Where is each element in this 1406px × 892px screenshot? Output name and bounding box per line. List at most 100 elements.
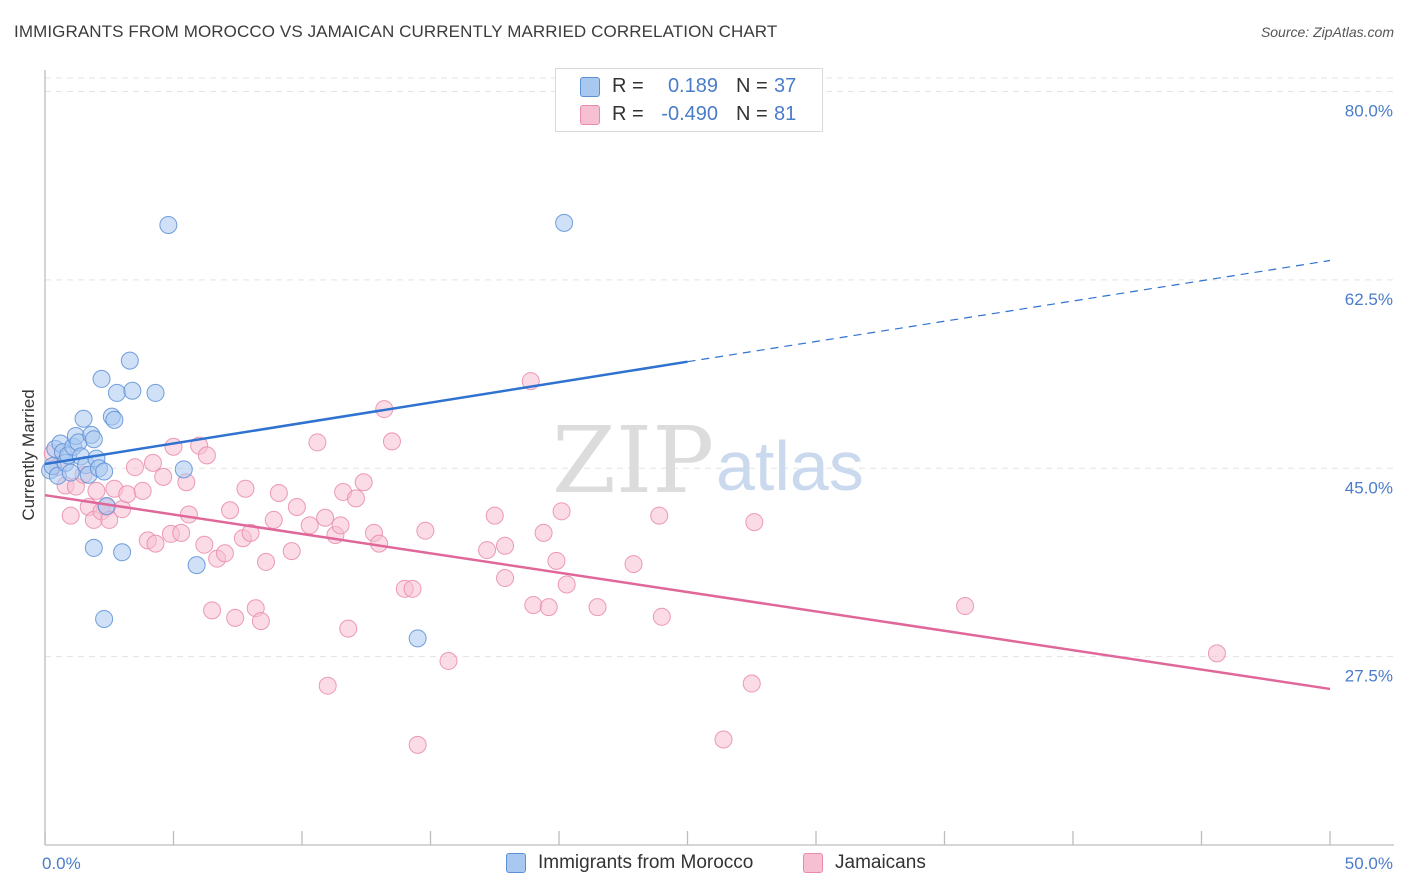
morocco-point [105, 410, 124, 429]
jamaican-point [714, 730, 733, 749]
morocco-point [61, 463, 80, 482]
jamaican-point [956, 597, 975, 616]
jamaican-point [478, 541, 497, 560]
legend-n-value: 81 [774, 103, 797, 125]
jamaican-point [143, 453, 162, 472]
morocco-point [113, 543, 132, 562]
correlation-legend: R = 0.189 N = 37 R = -0.490 N = 81 [555, 68, 823, 132]
jamaican-point [61, 506, 80, 525]
jamaican-point [241, 523, 260, 542]
jamaican-point [257, 552, 276, 571]
morocco-point [74, 409, 93, 428]
jamaican-point [652, 607, 671, 626]
jamaican-point [172, 523, 191, 542]
jamaican-point [221, 501, 240, 520]
jamaican-point [264, 510, 283, 529]
y-tick-label: 45.0% [1345, 478, 1393, 497]
watermark-atlas: atlas [716, 427, 864, 505]
jamaican-point [552, 502, 571, 521]
jamaican-point [539, 598, 558, 617]
y-tick-label: 62.5% [1345, 290, 1393, 309]
morocco-point [84, 538, 103, 557]
jamaican-point [742, 674, 761, 693]
jamaican-point [226, 608, 245, 627]
jamaican-point [113, 500, 132, 519]
morocco-point [95, 462, 114, 481]
jamaican-point [354, 473, 373, 492]
morocco-points [41, 213, 574, 648]
jamaican-point [318, 676, 337, 695]
jamaican-point [547, 551, 566, 570]
jamaican-point [382, 432, 401, 451]
legend-row-morocco: R = 0.189 N = 37 [556, 73, 822, 101]
x-tick-labels: 0.0% 50.0% [42, 854, 1393, 873]
jamaican-point [179, 505, 198, 524]
legend-n-value: 37 [774, 75, 797, 97]
jamaican-point [439, 651, 458, 670]
jamaican-point [269, 484, 288, 503]
morocco-point [120, 351, 139, 370]
legend-r-label: R = [612, 75, 644, 97]
morocco-point [95, 609, 114, 628]
bottom-legend-label-morocco: Immigrants from Morocco [538, 852, 754, 873]
jamaican-point [195, 535, 214, 554]
jamaican-point [251, 612, 270, 631]
jamaican-point [87, 481, 106, 500]
jamaican-point [534, 523, 553, 542]
jamaican-point [496, 569, 515, 588]
jamaican-point [331, 516, 350, 535]
jamaican-point [339, 619, 358, 638]
bottom-legend-swatch-jamaicans [803, 853, 823, 873]
chart-title: IMMIGRANTS FROM MOROCCO VS JAMAICAN CURR… [14, 22, 778, 41]
trend-lines [44, 259, 1331, 691]
jamaican-point [203, 601, 222, 620]
y-axis-label: Currently Married [19, 389, 38, 520]
y-tick-label: 80.0% [1345, 102, 1393, 121]
morocco-point [146, 383, 165, 402]
legend-r-label: R = [612, 103, 644, 125]
jamaican-point [524, 595, 543, 614]
jamaican-point [133, 481, 152, 500]
legend-swatch-morocco [580, 77, 600, 97]
jamaican-point [1207, 644, 1226, 663]
jamaican-point [408, 735, 427, 754]
legend-swatch-jamaicans [580, 105, 600, 125]
y-tick-labels: 27.5% 45.0% 62.5% 80.0% [1345, 102, 1393, 686]
legend-row-jamaicans: R = -0.490 N = 81 [556, 101, 822, 129]
jamaican-point [164, 437, 183, 456]
jamaican-point [154, 467, 173, 486]
jamaican-point [215, 544, 234, 563]
morocco-point [555, 213, 574, 232]
jamaican-point [496, 536, 515, 555]
jamaicans-points [43, 372, 1226, 754]
jamaican-point [588, 598, 607, 617]
jamaican-point [650, 506, 669, 525]
watermark-zip: ZIP [552, 407, 714, 514]
morocco-point [187, 556, 206, 575]
jamaican-point [282, 542, 301, 561]
morocco-point [159, 216, 178, 234]
jamaican-point [146, 534, 165, 553]
source-credit: Source: ZipAtlas.com [1260, 24, 1394, 40]
morocco-point [107, 383, 126, 402]
x-tick-label: 50.0% [1345, 854, 1393, 873]
morocco-trend-extension [687, 259, 1331, 363]
x-tick-label: 0.0% [42, 854, 81, 873]
jamaican-point [236, 479, 255, 498]
legend-n-label: N = [736, 75, 768, 97]
morocco-point [408, 629, 427, 648]
morocco-point [84, 430, 103, 449]
jamaican-point [287, 498, 306, 517]
legend-n-label: N = [736, 103, 768, 125]
jamaican-point [308, 433, 327, 452]
jamaican-point [346, 489, 365, 508]
morocco-point [123, 381, 142, 400]
jamaican-point [624, 555, 643, 574]
grid-lines [45, 77, 1394, 658]
jamaicans-trend-line [44, 493, 1331, 691]
jamaican-point [300, 516, 319, 535]
morocco-trend-line [44, 360, 688, 466]
y-tick-label: 27.5% [1345, 667, 1393, 686]
jamaican-point [416, 521, 435, 540]
jamaican-point [485, 506, 504, 525]
